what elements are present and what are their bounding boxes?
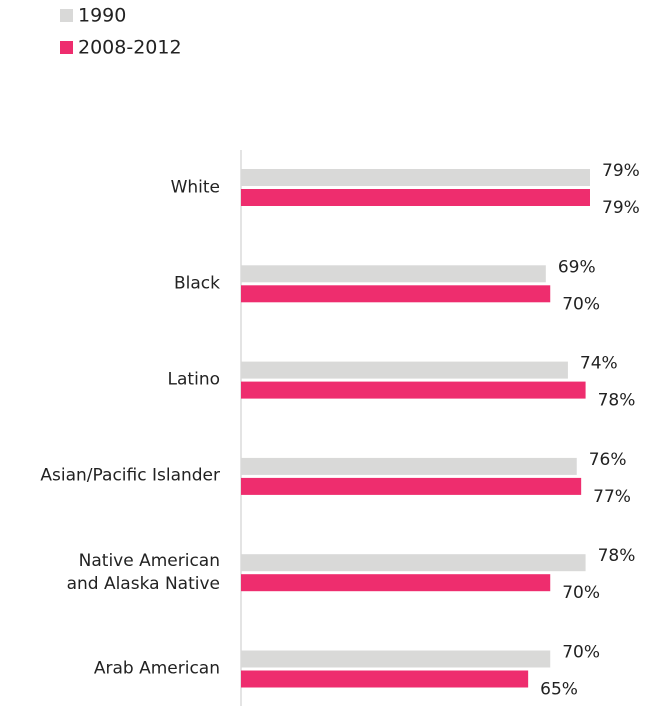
value-label: 74% — [580, 354, 618, 374]
value-label: 70% — [562, 583, 600, 603]
value-label: 70% — [562, 294, 600, 314]
value-label: 78% — [598, 391, 636, 411]
bar — [241, 285, 551, 303]
value-label: 79% — [602, 161, 640, 181]
legend-swatch — [60, 9, 73, 22]
legend-label: 2008-2012 — [78, 37, 182, 59]
category-label: Arab American — [93, 658, 220, 679]
bar — [241, 381, 586, 399]
bar — [241, 457, 577, 475]
value-label: 70% — [562, 643, 600, 663]
bar — [241, 265, 546, 283]
bar — [241, 477, 582, 495]
value-label: 69% — [558, 257, 596, 277]
bar — [241, 670, 529, 688]
bar — [241, 650, 551, 668]
bar — [241, 189, 590, 206]
value-label: 78% — [598, 546, 636, 566]
value-label: 76% — [589, 450, 627, 470]
category-label: Black — [174, 273, 220, 294]
legend-label: 1990 — [78, 5, 126, 27]
value-label: 77% — [593, 487, 631, 507]
category-label: Asian/Pacific Islander — [40, 465, 220, 486]
bar — [241, 361, 568, 379]
category-label: White — [170, 177, 220, 197]
bar — [241, 574, 551, 592]
bar — [241, 169, 590, 186]
value-label: 65% — [540, 680, 578, 700]
category-label: Latino — [167, 369, 220, 390]
category-label: Native American and Alaska Native — [66, 550, 220, 594]
bar — [241, 554, 586, 572]
legend-swatch — [60, 41, 73, 54]
value-label: 79% — [602, 198, 640, 218]
